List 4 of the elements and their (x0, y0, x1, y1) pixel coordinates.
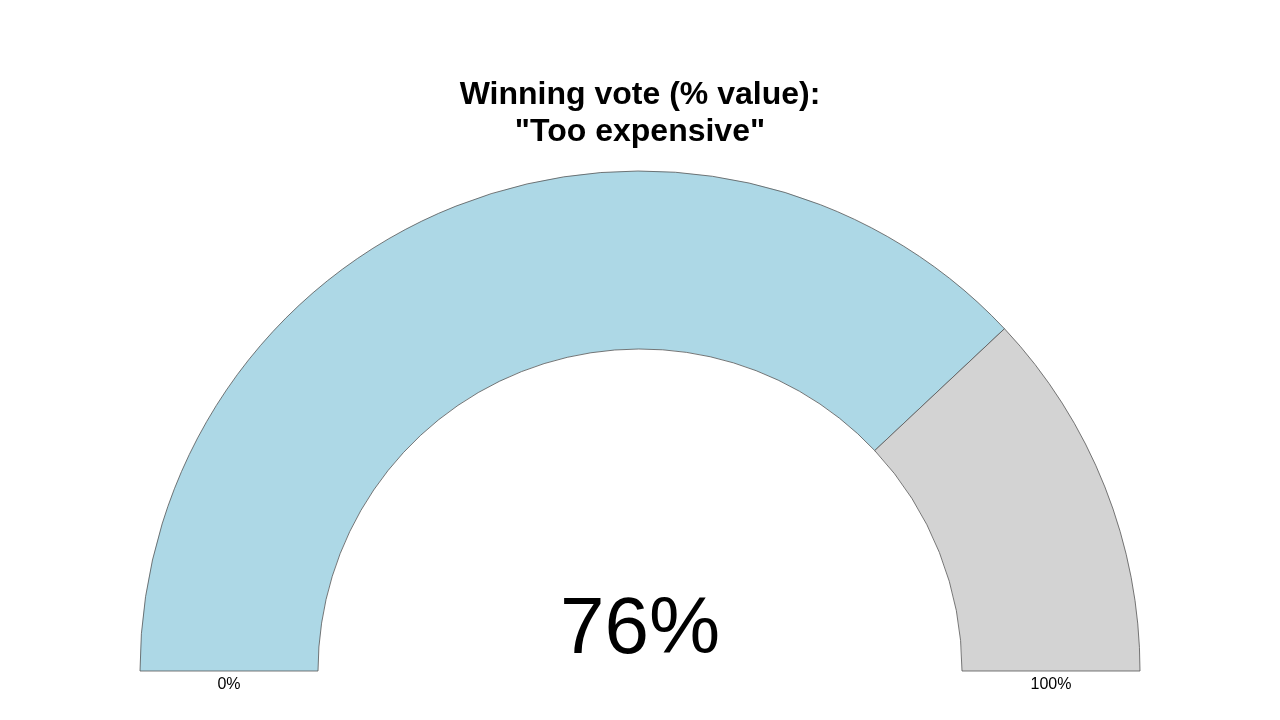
chart-title: Winning vote (% value): "Too expensive" (459, 75, 821, 148)
text: 0% (217, 675, 241, 692)
text: 100% (1030, 675, 1072, 692)
data-label: 76% (559, 581, 721, 670)
